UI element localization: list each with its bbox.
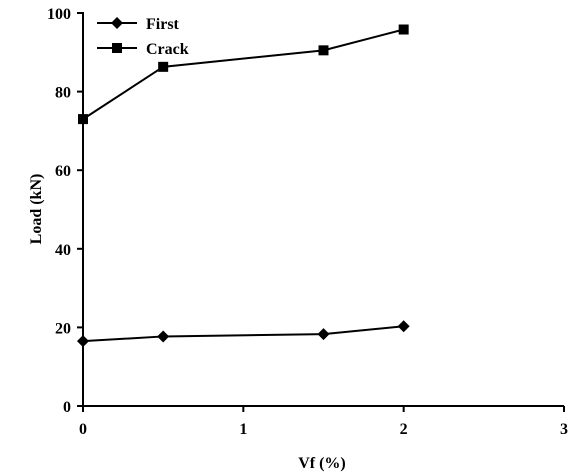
series xyxy=(77,24,410,348)
y-tick-label: 80 xyxy=(55,85,71,102)
data-point xyxy=(398,24,409,35)
series-line xyxy=(82,28,404,120)
x-axis-title: Vf (%) xyxy=(298,455,346,472)
legend-marker xyxy=(112,43,122,53)
ticks: 0 20 40 60 80 100 0 1 2 3 xyxy=(47,6,568,438)
x-tick-label: 0 xyxy=(79,421,87,438)
y-axis-title: Load (kN) xyxy=(28,174,45,245)
x-tick-label: 2 xyxy=(400,421,408,438)
x-tick-label: 1 xyxy=(239,421,247,438)
axes xyxy=(82,12,564,407)
data-point xyxy=(158,61,169,72)
y-tick-label: 0 xyxy=(63,399,71,416)
legend-item-first: First xyxy=(97,16,180,33)
y-tick-label: 40 xyxy=(55,242,71,259)
y-tick-label: 20 xyxy=(55,320,71,337)
legend: First Crack xyxy=(97,16,189,58)
data-point xyxy=(77,335,89,348)
legend-item-crack: Crack xyxy=(97,41,189,58)
data-point xyxy=(157,330,170,343)
legend-marker xyxy=(111,17,123,29)
data-point xyxy=(318,45,329,56)
y-tick-label: 100 xyxy=(47,6,71,23)
y-tick-label: 60 xyxy=(55,163,71,180)
data-point xyxy=(317,328,330,341)
series-first xyxy=(77,320,410,348)
series-crack xyxy=(78,24,409,125)
data-point xyxy=(397,320,410,333)
legend-label: First xyxy=(146,16,180,33)
x-tick-label: 3 xyxy=(560,421,568,438)
series-line xyxy=(82,325,404,343)
legend-label: Crack xyxy=(146,41,189,58)
data-point xyxy=(78,114,88,125)
